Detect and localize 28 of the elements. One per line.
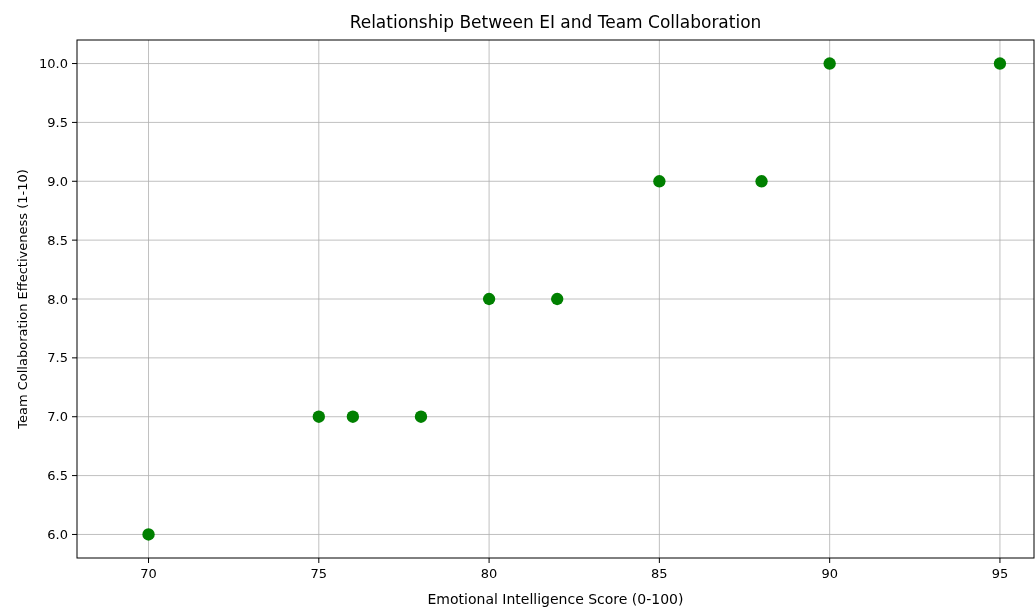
y-tick-label: 8.0	[47, 291, 68, 307]
x-tick-label: 70	[140, 566, 157, 581]
y-tick-label: 7.5	[47, 350, 68, 366]
y-tick-label: 9.0	[47, 173, 68, 189]
x-tick-label: 95	[991, 566, 1009, 581]
point	[551, 292, 564, 306]
point	[414, 410, 428, 423]
x-axis-title: Emotional Intelligence Score (0-100)	[427, 591, 684, 607]
point	[823, 57, 836, 70]
point	[653, 175, 666, 188]
x-tick-label: 75	[310, 566, 328, 581]
point	[346, 410, 360, 423]
y-tick-label: 7.0	[47, 409, 68, 425]
x-tick-label: 85	[651, 566, 668, 581]
point	[755, 175, 768, 188]
y-tick-label: 6.0	[47, 527, 68, 542]
x-tick-label: 80	[480, 566, 498, 581]
point	[312, 410, 325, 423]
y-tick-label: 6.5	[47, 468, 68, 484]
y-tick-label: 9.5	[47, 114, 68, 130]
point	[993, 57, 1007, 70]
x-tick-label: 90	[821, 566, 838, 581]
y-tick-label: 10.0	[39, 56, 68, 72]
y-axis-title: Team Collaboration Effectiveness (1-10)	[15, 169, 30, 430]
point	[142, 528, 155, 541]
point	[482, 292, 496, 306]
y-tick-label: 8.5	[47, 232, 68, 248]
chart-title: Relationship Between EI and Team Collaboration	[349, 12, 762, 32]
